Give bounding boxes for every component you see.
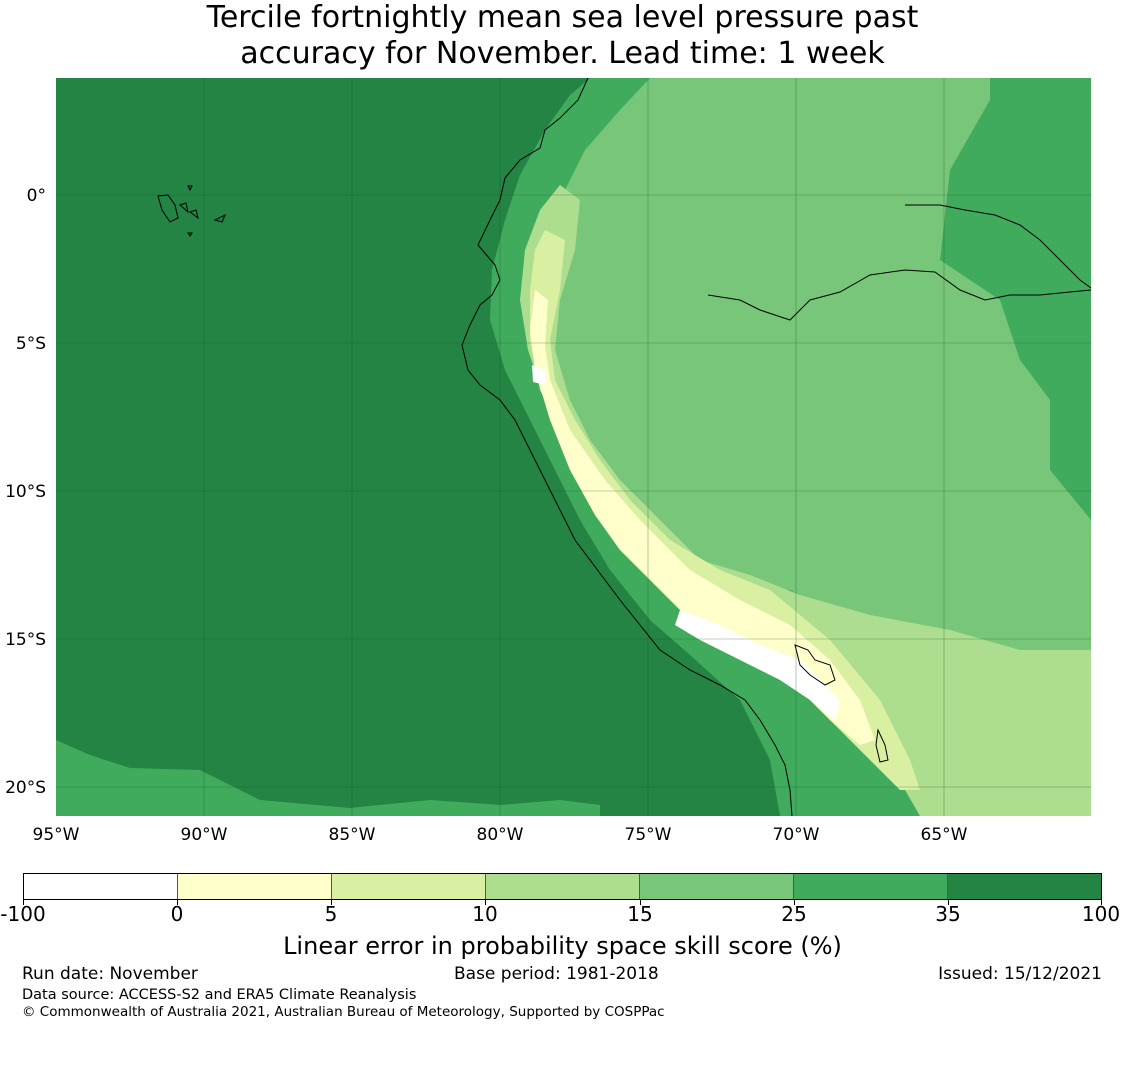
colorbar-segment xyxy=(948,874,1101,899)
lat-tick-label: 10°S xyxy=(5,482,46,502)
colorbar-segment xyxy=(178,874,332,899)
colorbar xyxy=(23,873,1102,900)
skill-map: 95°W 90°W 85°W 80°W 75°W 70°W 65°W 0° 5°… xyxy=(5,78,1091,845)
zone-10-15 xyxy=(520,185,1091,816)
colorbar-tickmark xyxy=(177,900,178,905)
colorbar-tick-label: 10 xyxy=(472,902,498,926)
lat-axis-labels: 0° 5°S 10°S 15°S 20°S xyxy=(5,186,46,798)
colorbar-tickmark xyxy=(948,900,949,905)
zone-5-10 xyxy=(530,230,920,790)
lat-tick-label: 5°S xyxy=(16,334,46,354)
zone-negative-2 xyxy=(532,365,545,385)
colorbar-tick-label: 15 xyxy=(627,902,653,926)
map-title: Tercile fortnightly mean sea level press… xyxy=(0,0,1125,72)
copyright: © Commonwealth of Australia 2021, Austra… xyxy=(22,1004,665,1020)
zone-15-25 xyxy=(545,78,1091,660)
issued-date: Issued: 15/12/2021 xyxy=(938,964,1102,984)
colorbar-label: Linear error in probability space skill … xyxy=(283,932,842,960)
lon-tick-label: 70°W xyxy=(773,825,820,845)
colorbar-tick-label: 0 xyxy=(170,902,184,926)
lat-tick-label: 20°S xyxy=(5,778,46,798)
lat-tick-label: 15°S xyxy=(5,630,46,650)
lat-tick-label: 0° xyxy=(27,186,46,206)
lon-tick-label: 85°W xyxy=(329,825,376,845)
colorbar-segment xyxy=(794,874,948,899)
colorbar-tick-label: 5 xyxy=(324,902,338,926)
lon-axis-labels: 95°W 90°W 85°W 80°W 75°W 70°W 65°W xyxy=(33,825,968,845)
lon-tick-label: 65°W xyxy=(921,825,968,845)
lon-tick-label: 80°W xyxy=(477,825,524,845)
data-source: Data source: ACCESS-S2 and ERA5 Climate … xyxy=(22,987,417,1003)
lon-tick-label: 90°W xyxy=(181,825,228,845)
amazon-river-north xyxy=(905,204,1091,289)
colorbar-tickmark xyxy=(485,900,486,905)
run-date: Run date: November xyxy=(22,964,198,984)
title-line-2: accuracy for November. Lead time: 1 week xyxy=(240,36,885,71)
galapagos-islands xyxy=(157,185,226,237)
colorbar-tickmark xyxy=(794,900,795,905)
colorbar-segment xyxy=(332,874,486,899)
colorbar-segment xyxy=(24,874,178,899)
colorbar-tick-label: -100 xyxy=(0,902,46,926)
base-period: Base period: 1981-2018 xyxy=(454,964,659,984)
colorbar-tickmark xyxy=(23,900,24,905)
zone-25-35-southwest xyxy=(56,740,600,816)
title-line-1: Tercile fortnightly mean sea level press… xyxy=(206,0,919,35)
zone-0-5 xyxy=(530,290,875,745)
colorbar-segment xyxy=(486,874,640,899)
lon-tick-label: 75°W xyxy=(625,825,672,845)
small-lake xyxy=(875,728,889,763)
colorbar-tick-label: 35 xyxy=(935,902,961,926)
colorbar-tick-label: 100 xyxy=(1081,902,1121,926)
colorbar-tickmark xyxy=(1101,900,1102,905)
colorbar-tickmark xyxy=(640,900,641,905)
lon-tick-label: 95°W xyxy=(33,825,80,845)
lake-titicaca xyxy=(794,644,836,686)
zone-25-35-northeast xyxy=(990,78,1091,160)
colorbar-segment xyxy=(640,874,794,899)
colorbar-tickmark xyxy=(331,900,332,905)
map-area xyxy=(56,78,1091,816)
coastline xyxy=(461,78,793,816)
zone-negative-1 xyxy=(675,610,840,720)
amazon-river xyxy=(707,269,1091,321)
colorbar-tick-label: 25 xyxy=(781,902,807,926)
